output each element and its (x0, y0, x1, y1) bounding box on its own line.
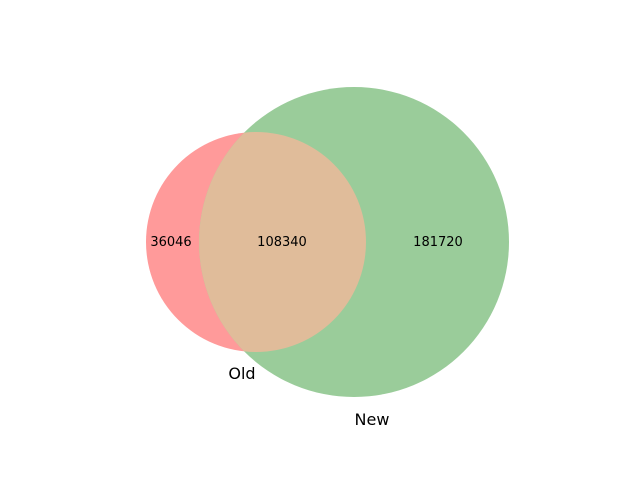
region-count-old-only: 36046 (150, 235, 191, 250)
set-overlap-region (199, 132, 366, 352)
set-label-new: New (355, 410, 390, 429)
region-count-both: 108340 (257, 235, 307, 250)
set-label-old: Old (228, 364, 255, 383)
region-count-new-only: 181720 (413, 235, 463, 250)
